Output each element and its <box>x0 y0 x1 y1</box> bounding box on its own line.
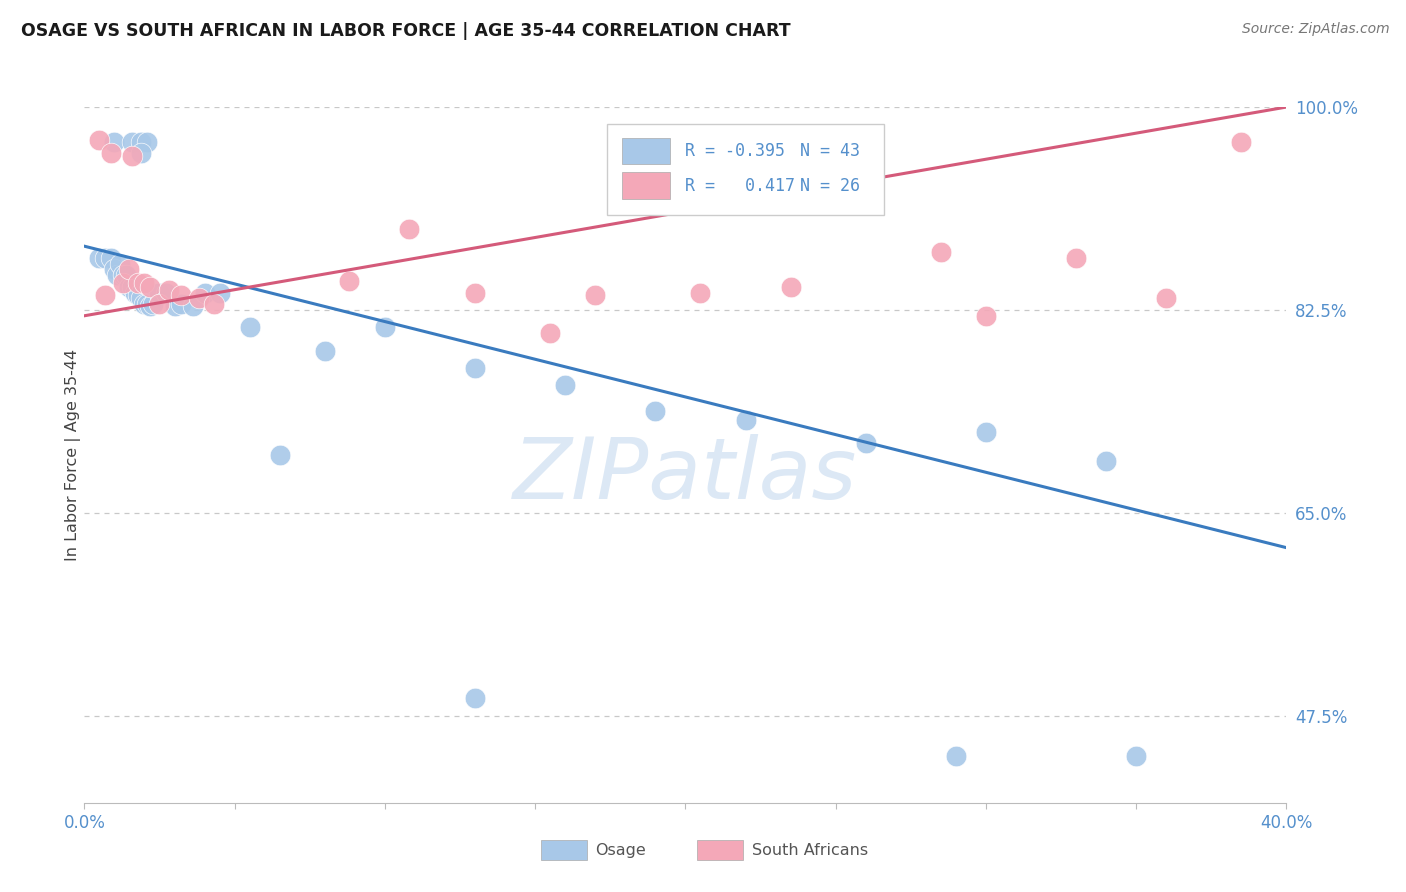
Point <box>945 749 967 764</box>
Point <box>100 146 122 161</box>
Point <box>148 285 170 300</box>
Point <box>121 149 143 163</box>
Point <box>103 135 125 149</box>
FancyBboxPatch shape <box>607 124 884 215</box>
Y-axis label: In Labor Force | Age 35-44: In Labor Force | Age 35-44 <box>65 349 82 561</box>
Point <box>644 404 666 418</box>
Point <box>169 288 191 302</box>
Point <box>89 251 111 265</box>
Point <box>1095 453 1118 467</box>
Point <box>187 291 209 305</box>
Point <box>169 297 191 311</box>
Bar <box>621 137 669 164</box>
Bar <box>697 840 744 860</box>
Text: R =   0.417: R = 0.417 <box>686 177 796 194</box>
Point <box>194 285 217 300</box>
Point <box>110 257 132 271</box>
Point <box>94 251 117 265</box>
Point <box>374 320 396 334</box>
Point <box>124 285 146 300</box>
Point <box>1125 749 1147 764</box>
Point <box>269 448 291 462</box>
Point <box>1064 251 1087 265</box>
Point <box>127 277 149 291</box>
Point <box>112 277 135 291</box>
Point <box>464 691 486 706</box>
Point <box>163 300 186 314</box>
Point <box>779 280 801 294</box>
Point <box>929 244 952 259</box>
Text: R = -0.395: R = -0.395 <box>686 142 786 160</box>
Point <box>208 285 231 300</box>
Point <box>89 132 111 146</box>
Point <box>139 280 162 294</box>
Point <box>118 280 141 294</box>
Point <box>974 425 997 439</box>
Point <box>131 146 153 161</box>
Text: ZIPatlas: ZIPatlas <box>513 434 858 517</box>
Point <box>136 135 159 149</box>
Point <box>118 262 141 277</box>
Point <box>464 285 486 300</box>
Text: Source: ZipAtlas.com: Source: ZipAtlas.com <box>1241 22 1389 37</box>
Point <box>855 436 877 450</box>
Point <box>115 268 138 282</box>
Bar <box>541 840 586 860</box>
Point <box>134 297 156 311</box>
Text: South Africans: South Africans <box>752 843 868 857</box>
Point <box>1156 291 1178 305</box>
Point <box>131 291 153 305</box>
Point <box>107 268 129 282</box>
Text: OSAGE VS SOUTH AFRICAN IN LABOR FORCE | AGE 35-44 CORRELATION CHART: OSAGE VS SOUTH AFRICAN IN LABOR FORCE | … <box>21 22 790 40</box>
Point <box>94 288 117 302</box>
Point <box>398 222 420 236</box>
Text: Osage: Osage <box>595 843 645 857</box>
Point <box>181 300 204 314</box>
Point <box>142 297 165 311</box>
Point <box>139 300 162 314</box>
Point <box>689 285 711 300</box>
Point <box>148 297 170 311</box>
Point <box>314 343 336 358</box>
Point <box>134 277 156 291</box>
Point <box>103 262 125 277</box>
Point <box>136 297 159 311</box>
Point <box>337 274 360 288</box>
Point <box>202 297 225 311</box>
Point <box>100 251 122 265</box>
Point <box>155 285 177 300</box>
Point <box>112 268 135 282</box>
Point <box>583 288 606 302</box>
Point <box>121 135 143 149</box>
Point <box>239 320 262 334</box>
Point <box>734 413 756 427</box>
Point <box>157 283 180 297</box>
Bar <box>621 172 669 199</box>
Point <box>538 326 561 340</box>
Point <box>131 135 153 149</box>
Point <box>464 360 486 375</box>
Point <box>127 288 149 302</box>
Text: N = 43: N = 43 <box>800 142 859 160</box>
Text: N = 26: N = 26 <box>800 177 859 194</box>
Point <box>974 309 997 323</box>
Point <box>121 280 143 294</box>
Point <box>554 378 576 392</box>
Point <box>1230 135 1253 149</box>
